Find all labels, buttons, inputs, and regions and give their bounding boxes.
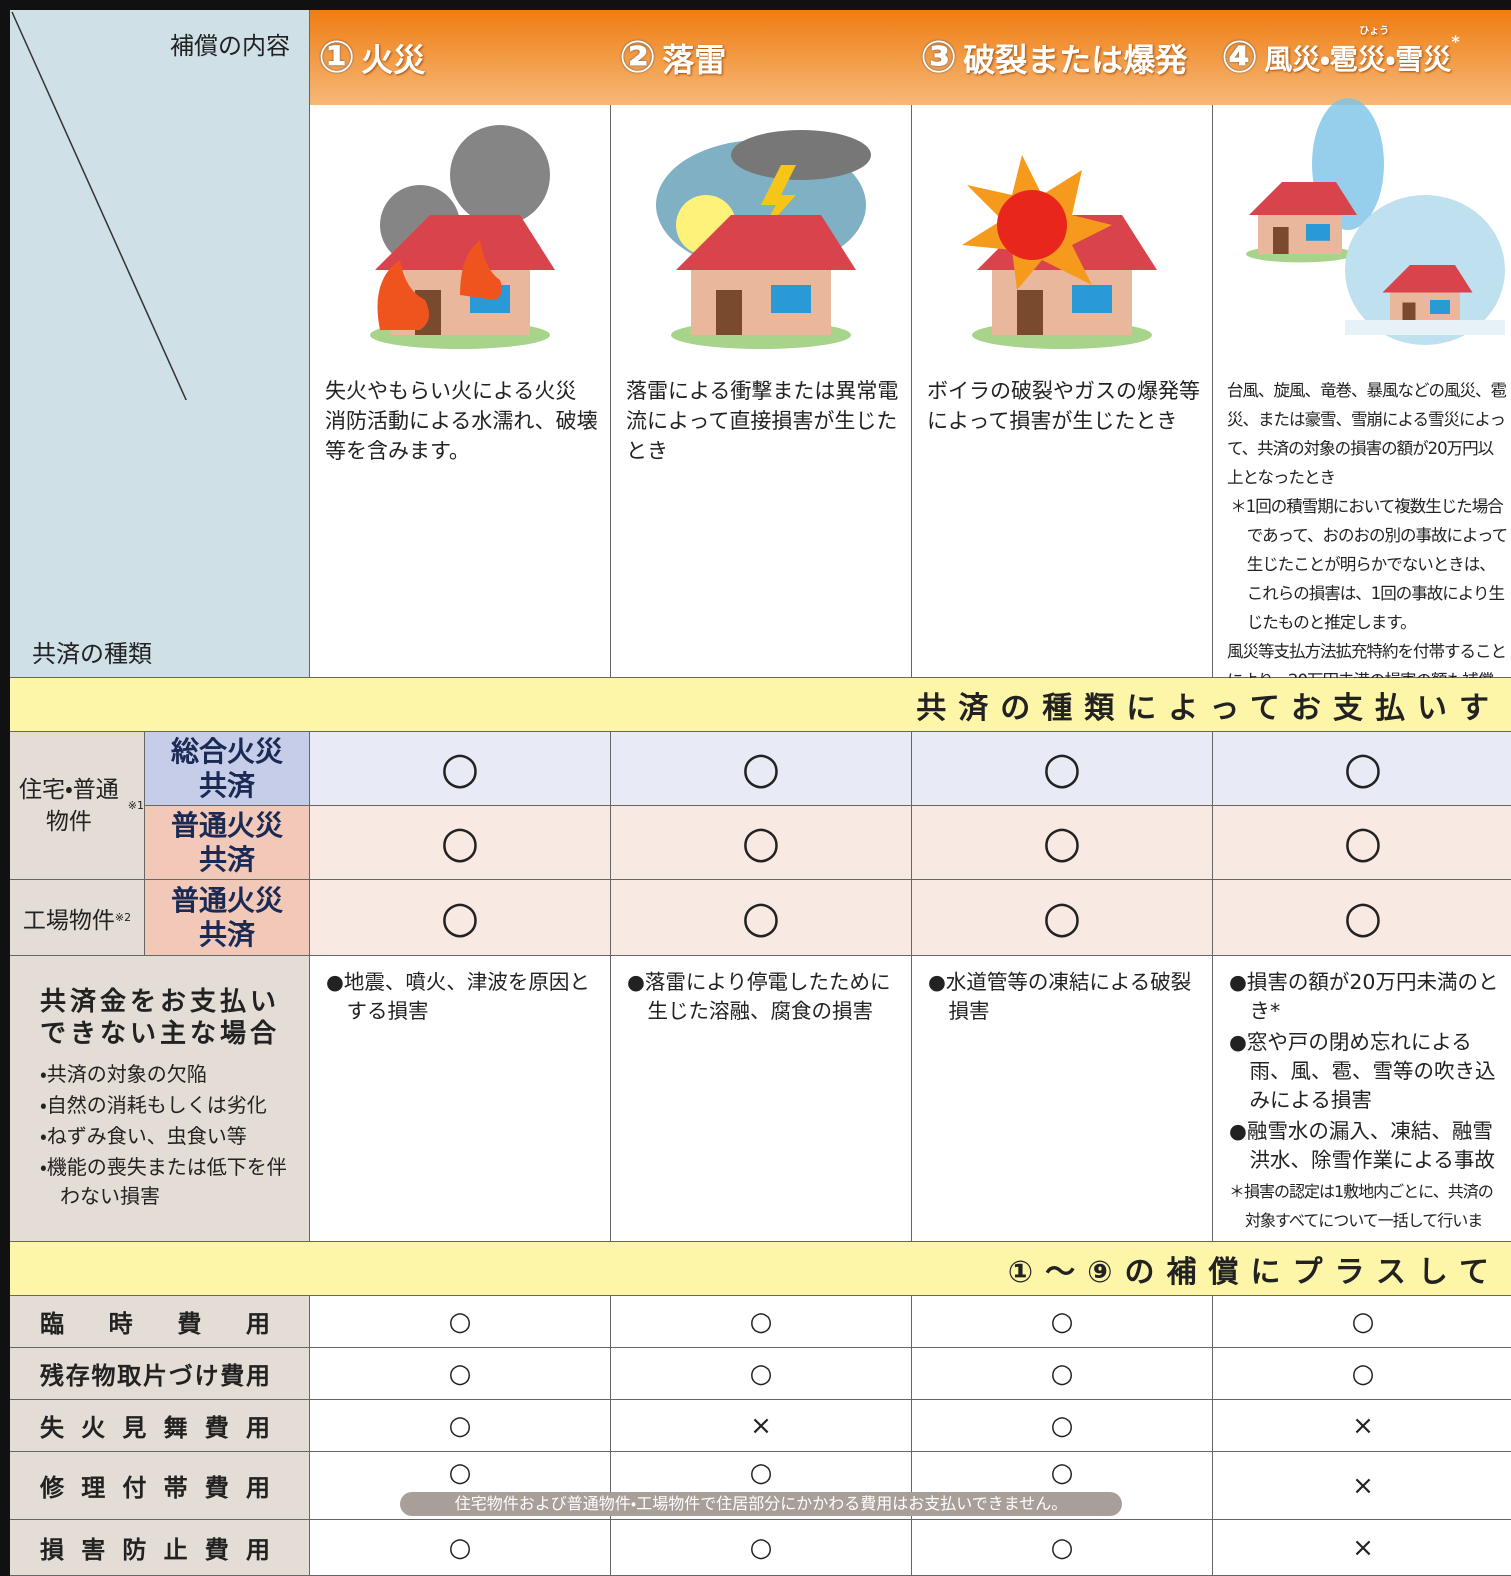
expense-note: 住宅物件および普通物件・工場物件で住居部分にかかわる費用はお支払いできません。 bbox=[400, 1492, 1122, 1516]
exclusion-entry: ●地震、噴火、津波を原因とする損害 bbox=[326, 970, 590, 1023]
column-description: 落雷による衝撃または異常電流によって直接損害が生じたとき bbox=[626, 379, 899, 463]
column-title: 風災・雹災・雪災 ひょう bbox=[1264, 26, 1451, 78]
expense-mark: ○ bbox=[912, 1296, 1213, 1348]
exclusion-entry: ●損害の額が20万円未満のとき* bbox=[1229, 970, 1499, 1023]
column-title: 火災 bbox=[361, 40, 426, 79]
description: 台風、旋風、竜巻、暴風などの風災、雹災、または豪雪、雪崩による雪災によって、共済… bbox=[1227, 381, 1507, 487]
corner-cell bbox=[10, 10, 310, 678]
expense-mark: ○ bbox=[611, 1296, 912, 1348]
expense-mark: ○ bbox=[310, 1520, 611, 1576]
expense-mark: × bbox=[1213, 1400, 1511, 1452]
expense-mark: ○ bbox=[310, 1400, 611, 1452]
coverage-mark: ○ bbox=[310, 732, 611, 806]
banner: ①～⑨の補償にプラスして bbox=[10, 1242, 1511, 1296]
expense-mark: ○ bbox=[310, 1296, 611, 1348]
exclusion-item: ・自然の消耗もしくは劣化 bbox=[40, 1093, 267, 1117]
expense-mark: ○ bbox=[912, 1520, 1213, 1576]
column-title: 破裂または爆発 bbox=[963, 40, 1188, 79]
expense-mark: ○ bbox=[1213, 1296, 1511, 1348]
exclusion-entry: ●融雪水の漏入、凍結、融雪洪水、除雪作業による事故 bbox=[1229, 1119, 1495, 1172]
coverage-mark: ○ bbox=[1213, 806, 1511, 880]
expense-mark: ○ bbox=[611, 1348, 912, 1400]
plan-label: 普通火災共済 bbox=[145, 880, 310, 956]
title-note: * bbox=[1451, 32, 1460, 51]
corner-bottom: 共済の種類 bbox=[32, 640, 152, 668]
column-number: ① bbox=[318, 32, 356, 83]
group-note: ※1 bbox=[127, 798, 144, 812]
expense-label: 修理付帯費用 bbox=[10, 1452, 310, 1520]
exclusion-item: ・ねずみ食い、虫食い等 bbox=[40, 1124, 247, 1148]
coverage-mark: ○ bbox=[1213, 880, 1511, 956]
coverage-mark: ○ bbox=[1213, 732, 1511, 806]
group-note: ※2 bbox=[114, 911, 132, 924]
expense-mark: ○ bbox=[1213, 1348, 1511, 1400]
group-label: 工場物件 ※2 bbox=[10, 880, 145, 956]
left-frame bbox=[0, 0, 10, 1576]
expense-mark: ○ bbox=[912, 1400, 1213, 1452]
exclusion-cell: ●地震、噴火、津波を原因とする損害 bbox=[310, 956, 611, 1242]
expense-label: 臨時費用 bbox=[10, 1296, 310, 1348]
top-frame bbox=[0, 0, 1511, 10]
column-description: ボイラの破裂やガスの爆発等によって損害が生じたとき bbox=[927, 379, 1200, 433]
coverage-mark: ○ bbox=[912, 732, 1213, 806]
exclusion-label: 共済金をお支払いできない主な場合・共済の対象の欠陥・自然の消耗もしくは劣化 ・ねず… bbox=[10, 956, 310, 1242]
column-number: ④ bbox=[1221, 32, 1259, 83]
coverage-mark: ○ bbox=[310, 880, 611, 956]
column-cell bbox=[912, 10, 1213, 678]
column-cell bbox=[611, 10, 912, 678]
exclusion-title: 共済金をお支払いできない主な場合 bbox=[40, 987, 281, 1049]
expense-mark: ○ bbox=[310, 1348, 611, 1400]
plan-label: 普通火災共済 bbox=[145, 806, 310, 880]
column-description: 失火やもらい火による火災 消防活動による水濡れ、破壊等を含みます。 bbox=[325, 379, 598, 463]
exclusion-entry: ●水道管等の凍結による破裂損害 bbox=[928, 970, 1192, 1023]
expense-mark: × bbox=[611, 1400, 912, 1452]
column-description-block: 台風、旋風、竜巻、暴風などの風災、雹災、または豪雪、雪崩による雪災によって、共済… bbox=[1227, 376, 1508, 724]
exclusion-note: ＊損害の認定は1敷地内ごとに、共済の対象すべてについて一括して行います。 bbox=[1229, 1182, 1494, 1241]
column-title: 落雷 bbox=[662, 40, 727, 79]
expense-label: 残存物取片づけ費用 bbox=[10, 1348, 310, 1400]
exclusion-entry: ●窓や戸の閉め忘れによる雨、風、雹、雪等の吹き込みによる損害 bbox=[1229, 1030, 1496, 1112]
exclusion-item: ・機能の喪失または低下を伴わない損害 bbox=[40, 1155, 287, 1208]
expense-mark: × bbox=[1213, 1520, 1511, 1576]
column-header: ④ 風災・雹災・雪災 ひょう * bbox=[1213, 10, 1511, 105]
column-header: ③ 破裂または爆発 bbox=[912, 10, 1213, 105]
coverage-mark: ○ bbox=[611, 806, 912, 880]
footnote: ＊1回の積雪期において複数生じた場合であって、おのおの別の事故によって生じたこと… bbox=[1230, 497, 1508, 632]
coverage-mark: ○ bbox=[611, 880, 912, 956]
exclusion-item: ・共済の対象の欠陥 bbox=[40, 1062, 207, 1086]
plan-label: 総合火災共済 bbox=[145, 732, 310, 806]
corner-top: 補償の内容 bbox=[170, 32, 290, 60]
column-header: ② 落雷 bbox=[611, 10, 912, 105]
coverage-mark: ○ bbox=[611, 732, 912, 806]
exclusion-cell: ●落雷により停電したために生じた溶融、腐食の損害 bbox=[611, 956, 912, 1242]
expense-label: 損害防止費用 bbox=[10, 1520, 310, 1576]
exclusion-entry: ●落雷により停電したために生じた溶融、腐食の損害 bbox=[627, 970, 891, 1023]
column-cell bbox=[310, 10, 611, 678]
coverage-mark: ○ bbox=[912, 806, 1213, 880]
group-label: 住宅・普通物件 ※1 bbox=[10, 732, 145, 880]
column-header: ① 火災 bbox=[310, 10, 611, 105]
exclusion-cell: ●水道管等の凍結による破裂損害 bbox=[912, 956, 1213, 1242]
expense-mark: ○ bbox=[912, 1348, 1213, 1400]
expense-label: 失火見舞費用 bbox=[10, 1400, 310, 1452]
coverage-mark: ○ bbox=[912, 880, 1213, 956]
exclusion-cell: ●損害の額が20万円未満のとき* ●窓や戸の閉め忘れによる雨、風、雹、雪等の吹き込… bbox=[1213, 956, 1511, 1242]
group-text: 住宅・普通物件 bbox=[18, 776, 119, 835]
coverage-mark: ○ bbox=[310, 806, 611, 880]
banner: 共済の種類によってお支払いす bbox=[10, 678, 1511, 732]
expense-mark: × bbox=[1213, 1452, 1511, 1520]
ruby: ひょう bbox=[1359, 25, 1390, 37]
expense-mark: ○ bbox=[611, 1520, 912, 1576]
column-number: ② bbox=[619, 32, 657, 83]
group-text: 工場物件 bbox=[22, 907, 115, 934]
column-number: ③ bbox=[920, 32, 958, 83]
